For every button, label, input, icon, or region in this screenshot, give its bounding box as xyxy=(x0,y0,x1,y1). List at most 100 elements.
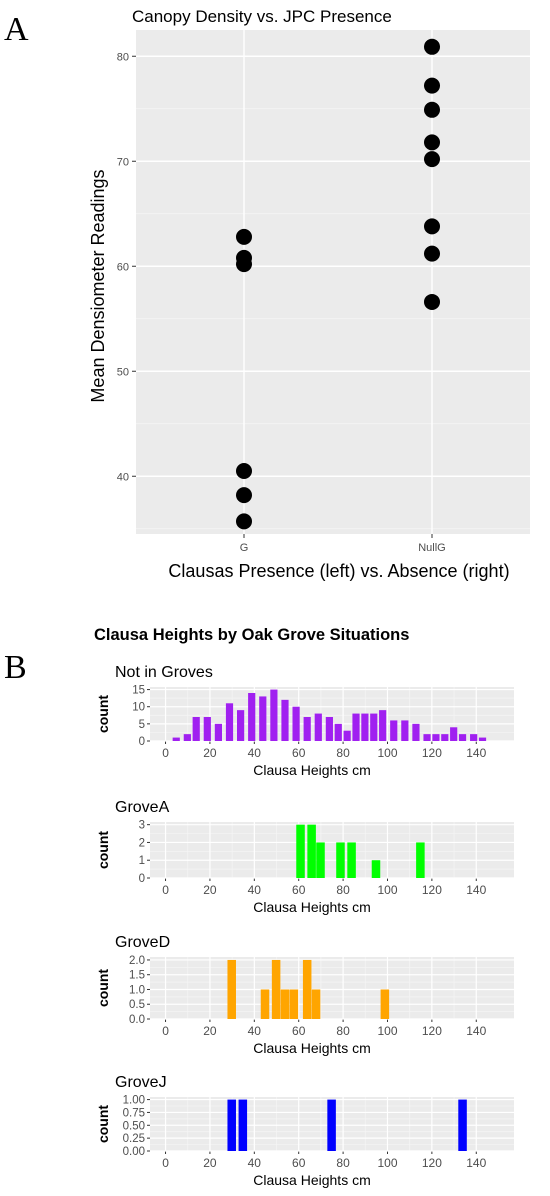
histogram-y-tick-label: 1.5 xyxy=(129,970,145,982)
histogram-x-tick-label: 40 xyxy=(248,1024,262,1038)
histogram-bar xyxy=(450,727,458,741)
histogram-x-tick-label: 0 xyxy=(162,746,169,760)
histogram-x-tick-label: 20 xyxy=(203,1156,217,1170)
histogram-bar xyxy=(214,723,222,741)
histogram-x-tick-label: 100 xyxy=(377,1156,397,1170)
histogram-y-tick-label: 1 xyxy=(139,855,145,867)
scatter-y-axis-label: Mean Densiometer Readings xyxy=(88,169,108,402)
histogram-x-axis-label: Clausa Heights cm xyxy=(253,899,371,915)
histogram-1: Not in Groves 0 20 40 60 80 100 120 140 0 5 10 15 Cla… xyxy=(95,664,514,778)
histogram-bar xyxy=(307,824,316,878)
histogram-x-tick-label: 0 xyxy=(162,1156,169,1170)
histogram-x-tick-label: 0 xyxy=(162,1024,169,1038)
histogram-bar xyxy=(478,737,487,741)
histogram-bar xyxy=(343,730,351,741)
histogram-x-tick-label: 140 xyxy=(466,746,486,760)
histogram-y-axis-label: count xyxy=(95,969,111,1007)
histogram-plot-background xyxy=(150,822,514,878)
histogram-bar xyxy=(289,989,299,1019)
histogram-x-tick-label: 120 xyxy=(422,1024,442,1038)
histogram-bar xyxy=(192,717,200,741)
histogram-bar xyxy=(390,720,398,741)
scatter-grid xyxy=(136,30,530,534)
scatter-point xyxy=(236,513,252,530)
histogram-bar xyxy=(371,860,381,878)
histogram-x-tick-label: 80 xyxy=(336,883,350,897)
histogram-x-tick-label: 60 xyxy=(292,883,306,897)
histogram-x-tick-label: 140 xyxy=(466,1024,486,1038)
scatter-point xyxy=(424,101,440,118)
histogram-y-tick-label: 0.50 xyxy=(123,1120,145,1132)
histogram-title: Not in Groves xyxy=(115,664,213,681)
scatter-y-ticks: 40 50 60 70 80 xyxy=(117,51,136,483)
histogram-bar xyxy=(470,734,478,741)
histogram-bar xyxy=(237,710,245,741)
histogram-4: GroveJ 0 20 40 60 80 100 120 140 0.000.250.500.75… xyxy=(95,1074,514,1188)
histogram-y-tick-label: 2 xyxy=(139,837,145,849)
histogram-bar xyxy=(281,699,289,741)
histogram-x-axis-label: Clausa Heights cm xyxy=(253,762,371,778)
panel-b: B Clausa Heights by Oak Grove Situations… xyxy=(4,626,514,1188)
histogram-y-tick-label: 3 xyxy=(139,820,145,832)
scatter-title: Canopy Density vs. JPC Presence xyxy=(132,7,392,26)
histogram-y-tick-label: 0.5 xyxy=(129,999,145,1011)
histogram-bar xyxy=(172,737,180,741)
histogram-y-axis-label: count xyxy=(95,695,111,733)
histogram-bar xyxy=(260,989,270,1019)
histogram-bar xyxy=(352,713,360,741)
scatter-plot-background xyxy=(136,30,530,534)
histogram-bar xyxy=(303,717,311,741)
histogram-x-tick-label: 20 xyxy=(203,746,217,760)
histogram-y-tick-label: 5 xyxy=(139,719,145,731)
histogram-y-tick-label: 1.0 xyxy=(129,984,145,996)
histogram-x-tick-label: 80 xyxy=(336,746,350,760)
histogram-group-title: Clausa Heights by Oak Grove Situations xyxy=(94,626,409,644)
scatter-points xyxy=(236,38,440,530)
histogram-bar xyxy=(238,1099,248,1151)
histogram-x-tick-label: 100 xyxy=(377,1024,397,1038)
histogram-y-tick-label: 1.00 xyxy=(123,1095,145,1107)
histogram-y-tick-label: 2.0 xyxy=(129,955,145,967)
histogram-x-tick-label: 80 xyxy=(336,1156,350,1170)
panel-a: A Canopy Density vs. JPC Presence 40 50 60… xyxy=(4,7,530,581)
histogram-bar xyxy=(327,1099,336,1151)
histogram-x-tick-label: 140 xyxy=(466,1156,486,1170)
histogram-bar xyxy=(441,734,449,741)
histogram-bar xyxy=(314,713,322,741)
scatter-point xyxy=(424,151,440,168)
histogram-bar xyxy=(225,703,234,741)
histogram-x-tick-label: 140 xyxy=(466,883,486,897)
histogram-x-tick-label: 120 xyxy=(422,746,442,760)
panel-letter-b: B xyxy=(4,649,27,686)
scatter-point xyxy=(424,77,440,94)
histogram-x-tick-label: 60 xyxy=(292,1024,306,1038)
scatter-point xyxy=(424,38,440,55)
histogram-bar xyxy=(325,717,333,741)
scatter-point xyxy=(424,218,440,235)
scatter-point xyxy=(424,134,440,151)
panel-letter-a: A xyxy=(4,11,29,48)
scatter-x-ticks: G NullG xyxy=(240,534,446,554)
histogram-y-tick-label: 0.0 xyxy=(129,1014,145,1026)
scatter-x-axis-label: Clausas Presence (left) vs. Absence (rig… xyxy=(168,561,509,581)
histogram-x-tick-label: 120 xyxy=(422,883,442,897)
histogram-bar xyxy=(311,989,321,1019)
histogram-x-axis-label: Clausa Heights cm xyxy=(253,1040,371,1056)
histogram-x-tick-label: 120 xyxy=(422,1156,442,1170)
histogram-bar xyxy=(361,713,369,741)
histogram-y-axis-label: count xyxy=(95,831,111,869)
histogram-title: GroveJ xyxy=(115,1074,167,1091)
histogram-plot-background xyxy=(150,957,514,1019)
histogram-x-tick-label: 20 xyxy=(203,1024,217,1038)
histogram-bar xyxy=(432,734,440,741)
histogram-3: GroveD 0 20 40 60 80 100 120 140 0.0 0.5 1.0 1.5 2.0 C… xyxy=(95,934,514,1056)
histogram-bar xyxy=(302,959,312,1019)
histogram-x-axis-label: Clausa Heights cm xyxy=(253,1172,371,1188)
histogram-y-axis-label: count xyxy=(95,1105,111,1143)
histogram-x-tick-label: 100 xyxy=(377,883,397,897)
histogram-x-tick-label: 40 xyxy=(248,883,262,897)
histogram-x-tick-label: 40 xyxy=(248,746,262,760)
histogram-bar xyxy=(458,734,467,741)
